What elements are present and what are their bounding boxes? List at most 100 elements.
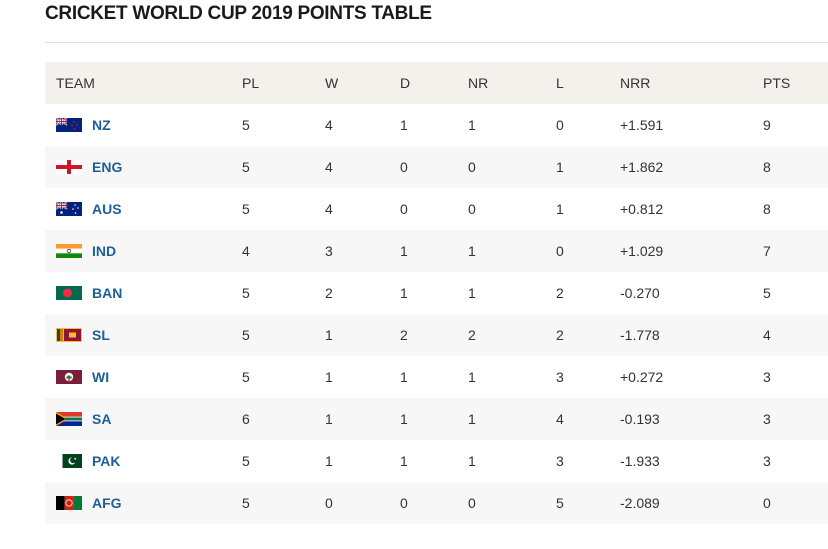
d-cell: 0 [400,495,408,511]
nrr-cell: -1.933 [620,453,660,469]
team-name-link[interactable]: BAN [92,285,123,301]
w-cell: 3 [325,243,333,259]
table-row: BAN 5 2 1 1 2 -0.270 5 [45,272,828,314]
team-cell: AUS [56,188,122,230]
w-cell: 2 [325,285,333,301]
nr-cell: 0 [468,201,476,217]
pts-cell: 3 [763,411,771,427]
pl-cell: 5 [242,327,250,343]
l-cell: 0 [556,117,564,133]
team-name-link[interactable]: WI [92,369,110,385]
nrr-cell: -2.089 [620,495,660,511]
page-title: CRICKET WORLD CUP 2019 POINTS TABLE [45,3,432,24]
l-cell: 5 [556,495,564,511]
team-name-link[interactable]: ENG [92,159,123,175]
table-row: WI 5 1 1 1 3 +0.272 3 [45,356,828,398]
nr-cell: 1 [468,243,476,259]
header-w: W [325,75,339,91]
nrr-cell: +1.862 [620,159,664,175]
nrr-cell: +0.812 [620,201,664,217]
new-zealand-flag-icon [56,118,82,132]
nr-cell: 1 [468,453,476,469]
pts-cell: 8 [763,201,771,217]
d-cell: 1 [400,117,408,133]
team-cell: NZ [56,104,111,146]
nrr-cell: +1.591 [620,117,664,133]
l-cell: 1 [556,159,564,175]
w-cell: 1 [325,411,333,427]
l-cell: 3 [556,453,564,469]
team-name-link[interactable]: IND [92,243,117,259]
nrr-cell: +0.272 [620,369,664,385]
team-name-link[interactable]: SL [92,327,110,343]
header-pl: PL [242,75,260,91]
nrr-cell: -1.778 [620,327,660,343]
south-africa-flag-icon [56,412,82,426]
sri-lanka-flag-icon [56,328,82,342]
w-cell: 1 [325,453,333,469]
header-nrr: NRR [620,75,651,91]
west-indies-flag-icon [56,370,82,384]
header-team: TEAM [56,75,95,91]
nr-cell: 2 [468,327,476,343]
d-cell: 2 [400,327,408,343]
pts-cell: 0 [763,495,771,511]
title-divider [45,42,828,43]
pl-cell: 5 [242,159,250,175]
pts-cell: 3 [763,453,771,469]
table-header-row: TEAM PL W D NR L NRR PTS [45,62,828,104]
pts-cell: 7 [763,243,771,259]
pl-cell: 6 [242,411,250,427]
pl-cell: 5 [242,453,250,469]
nrr-cell: -0.193 [620,411,660,427]
w-cell: 4 [325,117,333,133]
team-name-link[interactable]: NZ [92,117,111,133]
w-cell: 0 [325,495,333,511]
bangladesh-flag-icon [56,286,82,300]
pts-cell: 5 [763,285,771,301]
pakistan-flag-icon [56,454,82,468]
w-cell: 4 [325,201,333,217]
pts-cell: 9 [763,117,771,133]
nr-cell: 1 [468,117,476,133]
nr-cell: 1 [468,285,476,301]
team-cell: SL [56,314,110,356]
w-cell: 1 [325,327,333,343]
pl-cell: 5 [242,495,250,511]
pl-cell: 5 [242,369,250,385]
header-d: D [400,75,411,91]
l-cell: 0 [556,243,564,259]
team-name-link[interactable]: AUS [92,201,122,217]
d-cell: 1 [400,453,408,469]
w-cell: 1 [325,369,333,385]
pts-cell: 8 [763,159,771,175]
l-cell: 2 [556,327,564,343]
table-row: SL 5 1 2 2 2 -1.778 4 [45,314,828,356]
team-cell: IND [56,230,116,272]
table-row: SA 6 1 1 1 4 -0.193 3 [45,398,828,440]
team-cell: WI [56,356,109,398]
team-name-link[interactable]: PAK [92,453,121,469]
d-cell: 1 [400,285,408,301]
d-cell: 1 [400,411,408,427]
table-row: NZ 5 4 1 1 0 +1.591 9 [45,104,828,146]
pl-cell: 5 [242,285,250,301]
table-row: AFG 5 0 0 0 5 -2.089 0 [45,482,828,524]
w-cell: 4 [325,159,333,175]
england-flag-icon [56,160,82,174]
header-nr: NR [468,75,489,91]
nr-cell: 1 [468,411,476,427]
team-cell: BAN [56,272,122,314]
team-cell: ENG [56,146,122,188]
pl-cell: 5 [242,117,250,133]
team-name-link[interactable]: AFG [92,495,122,511]
team-name-link[interactable]: SA [92,411,112,427]
table-row: PAK 5 1 1 1 3 -1.933 3 [45,440,828,482]
nrr-cell: +1.029 [620,243,664,259]
header-l: L [556,75,564,91]
points-table: TEAM PL W D NR L NRR PTS NZ 5 4 1 1 0 +1.591 9 E… [45,62,828,524]
pts-cell: 3 [763,369,771,385]
table-row: AUS 5 4 0 0 1 +0.812 8 [45,188,828,230]
d-cell: 1 [400,243,408,259]
india-flag-icon [56,244,82,258]
